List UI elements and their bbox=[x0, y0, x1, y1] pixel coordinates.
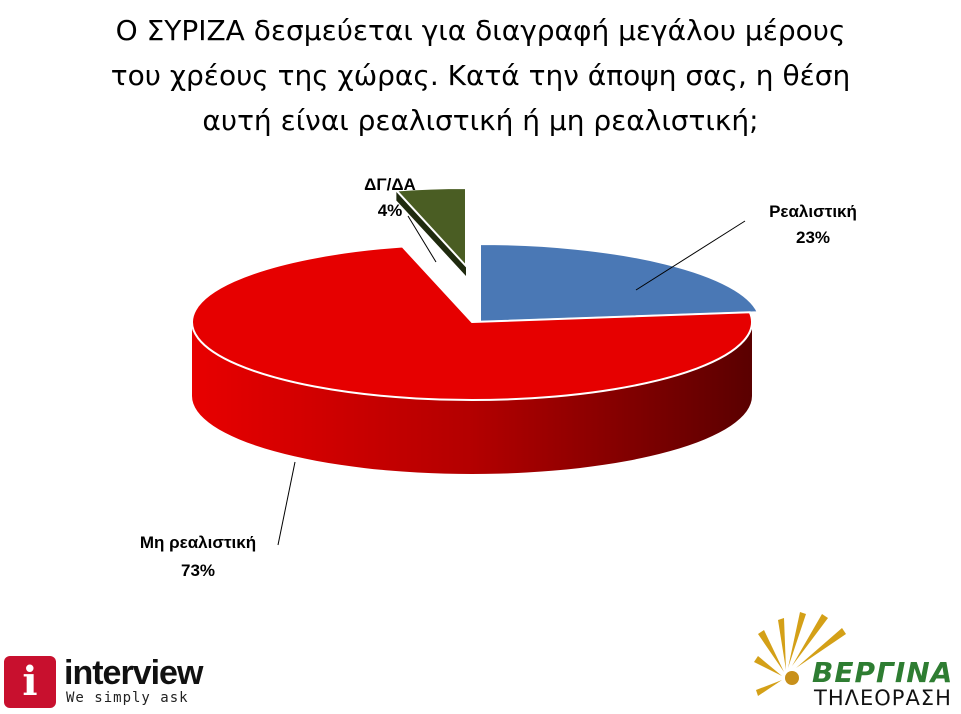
slice-dk-edge bbox=[396, 190, 466, 276]
logo-right-subtitle: ΤΗΛΕΟΡΑΣΗ bbox=[814, 686, 952, 710]
leader-line-1 bbox=[277, 461, 296, 546]
label-dk-value: 4% bbox=[378, 201, 403, 220]
logo-left-tagline: We simply ask bbox=[66, 690, 189, 706]
label-realistic-value: 23% bbox=[796, 228, 830, 247]
slice-unrealistic bbox=[191, 245, 753, 401]
info-icon bbox=[4, 656, 56, 708]
label-realistic-name: Ρεαλιστική bbox=[769, 202, 857, 221]
label-unrealistic-value: 73% bbox=[181, 561, 215, 580]
leader-line-0 bbox=[635, 220, 746, 291]
leader-line-2 bbox=[407, 215, 437, 263]
leader-lines bbox=[277, 215, 746, 546]
vergina-logo: ΒΕΡΓΙΝΑ ΤΗΛΕΟΡΑΣΗ bbox=[752, 604, 957, 712]
label-unrealistic-name: Μη ρεαλιστική bbox=[140, 533, 256, 552]
logo-right-name: ΒΕΡΓΙΝΑ bbox=[812, 656, 954, 689]
title-line-1: Ο ΣΥΡΙΖΑ δεσμεύεται για διαγραφή μεγάλου… bbox=[115, 14, 846, 47]
label-dk-name: ΔΓ/ΔΑ bbox=[364, 175, 416, 194]
slice-realistic bbox=[479, 242, 760, 324]
logo-left-name: interview bbox=[64, 654, 203, 692]
title-line-3: αυτή είναι ρεαλιστική ή μη ρεαλιστική; bbox=[202, 104, 759, 137]
slice-side-1 bbox=[192, 322, 752, 474]
chart-title: Ο ΣΥΡΙΖΑ δεσμεύεται για διαγραφή μεγάλου… bbox=[40, 8, 921, 143]
slice-dk bbox=[394, 186, 467, 269]
interview-logo: interview We simply ask bbox=[4, 656, 234, 710]
sun-icon bbox=[754, 612, 846, 696]
pie-slices bbox=[191, 186, 760, 474]
title-line-2: του χρέους της χώρας. Κατά την άποψη σας… bbox=[110, 59, 851, 92]
